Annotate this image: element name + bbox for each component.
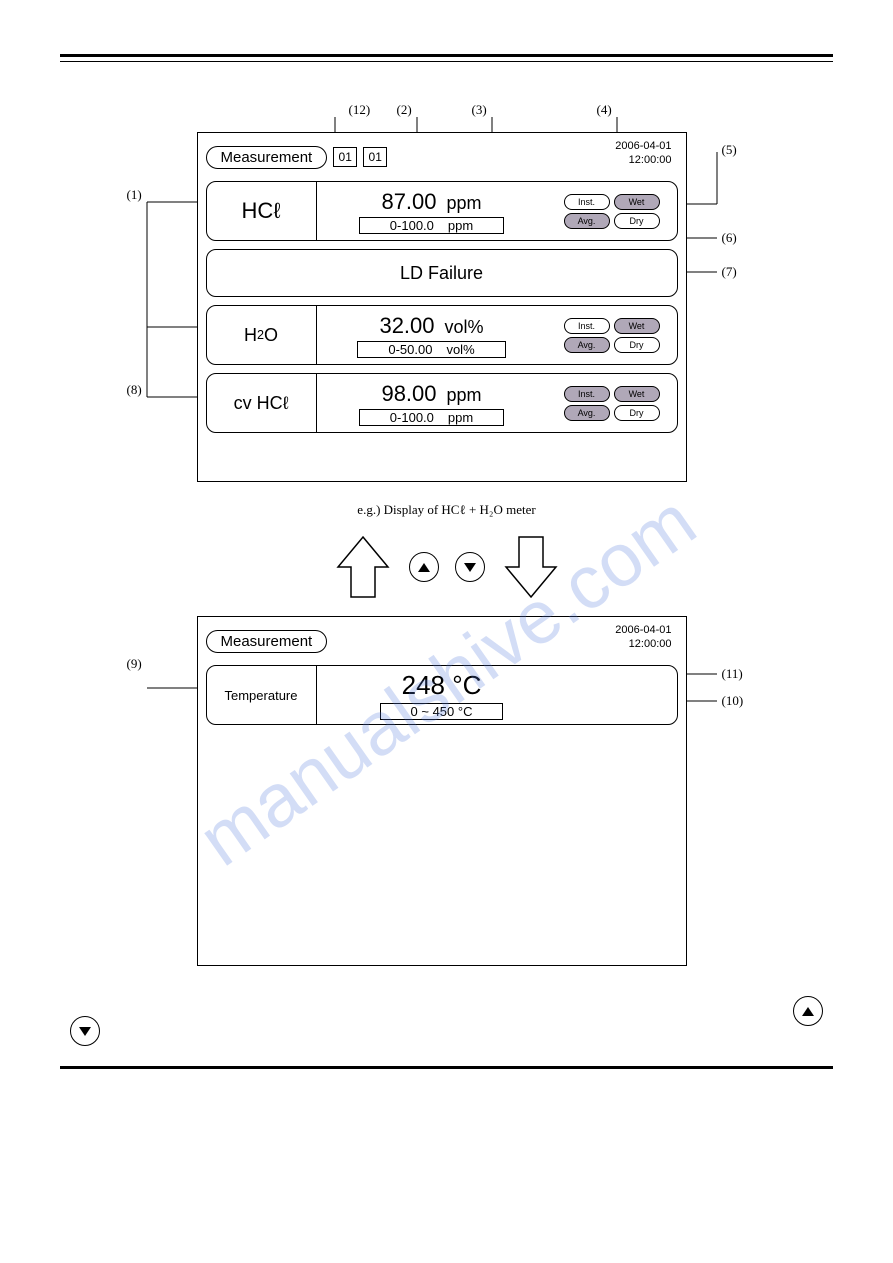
- hcl-value: 87.00: [381, 189, 436, 215]
- num2: 01: [363, 147, 387, 167]
- figure1-wrap: (1) (2) (3) (4) (5) (6) (7) (8) (12) 200…: [97, 102, 797, 482]
- callout-3: (3): [472, 102, 487, 118]
- h2o-center: 32.00 vol% 0-50.00 vol%: [317, 306, 547, 364]
- h2o-dry[interactable]: Dry: [614, 337, 660, 353]
- hcl-dry[interactable]: Dry: [614, 213, 660, 229]
- hcl-range-unit: ppm: [448, 218, 473, 233]
- callout-9: (9): [127, 656, 142, 672]
- temp-label: Temperature: [207, 666, 317, 724]
- callout-11: (11): [722, 666, 743, 682]
- h2o-value: 32.00: [379, 313, 434, 339]
- callout-7: (7): [722, 264, 737, 280]
- callout-8: (8): [127, 382, 142, 398]
- date: 2006-04-01: [615, 139, 671, 153]
- triangle-up-icon: [802, 1007, 814, 1016]
- cvhcl-unit: ppm: [447, 385, 482, 406]
- hcl-avg[interactable]: Avg.: [564, 213, 610, 229]
- temp-spacer: [567, 666, 677, 724]
- cvhcl-center: 98.00 ppm 0-100.0 ppm: [317, 374, 547, 432]
- hcl-range-val: 0-100.0: [390, 218, 434, 233]
- h2o-reading: 32.00 vol%: [379, 313, 483, 339]
- callout-6: (6): [722, 230, 737, 246]
- callout-2: (2): [397, 102, 412, 118]
- page-next-button[interactable]: [793, 996, 823, 1026]
- footer-nav: [60, 1016, 833, 1046]
- callout-12: (12): [349, 102, 371, 118]
- timestamp: 2006-04-01 12:00:00: [615, 139, 671, 168]
- hcl-reading: 87.00 ppm: [381, 189, 481, 215]
- header-row: Measurement 01 01: [206, 141, 678, 173]
- hcl-right: Inst. Wet Avg. Dry: [547, 182, 677, 240]
- triangle-down-icon: [79, 1027, 91, 1036]
- callout-1: (1): [127, 187, 142, 203]
- h2o-unit: vol%: [445, 317, 484, 338]
- panel-hcl: HCℓ 87.00 ppm 0-100.0 ppm Inst. Wet Avg.: [206, 181, 678, 241]
- nav-up-button[interactable]: [409, 552, 439, 582]
- cvhcl-label: cv HCℓ: [207, 374, 317, 432]
- panel-cvhcl: cv HCℓ 98.00 ppm 0-100.0 ppm Inst. Wet A…: [206, 373, 678, 433]
- h2o-wet[interactable]: Wet: [614, 318, 660, 334]
- h2o-range-val: 0-50.00: [388, 342, 432, 357]
- page-rule-top: [60, 54, 833, 57]
- cvhcl-wet[interactable]: Wet: [614, 386, 660, 402]
- hcl-unit: ppm: [447, 193, 482, 214]
- callout-4: (4): [597, 102, 612, 118]
- timestamp2: 2006-04-01 12:00:00: [615, 623, 671, 652]
- date2: 2006-04-01: [615, 623, 671, 637]
- h2o-label: H2O: [207, 306, 317, 364]
- callout-10: (10): [722, 693, 744, 709]
- cvhcl-reading: 98.00 ppm: [381, 381, 481, 407]
- nav-down-button[interactable]: [455, 552, 485, 582]
- callout-5: (5): [722, 142, 737, 158]
- hcl-wet[interactable]: Wet: [614, 194, 660, 210]
- h2o-right: Inst. Wet Avg. Dry: [547, 306, 677, 364]
- hcl-inst[interactable]: Inst.: [564, 194, 610, 210]
- h2o-inst[interactable]: Inst.: [564, 318, 610, 334]
- page-rule-top2: [60, 61, 833, 62]
- hcl-center: 87.00 ppm 0-100.0 ppm: [317, 182, 547, 240]
- measurement-pill: Measurement: [206, 146, 328, 169]
- h2o-range: 0-50.00 vol%: [357, 341, 505, 358]
- measurement-pill2: Measurement: [206, 630, 328, 653]
- page-rule-bottom: [60, 1066, 833, 1069]
- triangle-up-icon: [418, 563, 430, 572]
- screen-1: 2006-04-01 12:00:00 Measurement 01 01 HC…: [197, 132, 687, 482]
- h2o-avg[interactable]: Avg.: [564, 337, 610, 353]
- cvhcl-range-unit: ppm: [448, 410, 473, 425]
- h2o-range-unit: vol%: [446, 342, 474, 357]
- arrow-block: [60, 532, 833, 602]
- cvhcl-right: Inst. Wet Avg. Dry: [547, 374, 677, 432]
- cvhcl-value: 98.00: [381, 381, 436, 407]
- time: 12:00:00: [615, 153, 671, 167]
- cvhcl-range-val: 0-100.0: [390, 410, 434, 425]
- triangle-down-icon: [464, 563, 476, 572]
- page-prev-button[interactable]: [70, 1016, 100, 1046]
- hcl-range: 0-100.0 ppm: [359, 217, 504, 234]
- caption: e.g.) Display of HCℓ + H₂O meter: [60, 502, 833, 518]
- panel-error: LD Failure: [206, 249, 678, 297]
- cvhcl-dry[interactable]: Dry: [614, 405, 660, 421]
- big-arrow-up-icon: [333, 532, 393, 602]
- cvhcl-range: 0-100.0 ppm: [359, 409, 504, 426]
- panel-h2o: H2O 32.00 vol% 0-50.00 vol% Inst. Wet A: [206, 305, 678, 365]
- cvhcl-avg[interactable]: Avg.: [564, 405, 610, 421]
- num1: 01: [333, 147, 357, 167]
- cvhcl-inst[interactable]: Inst.: [564, 386, 610, 402]
- hcl-label: HCℓ: [207, 182, 317, 240]
- time2: 12:00:00: [615, 637, 671, 651]
